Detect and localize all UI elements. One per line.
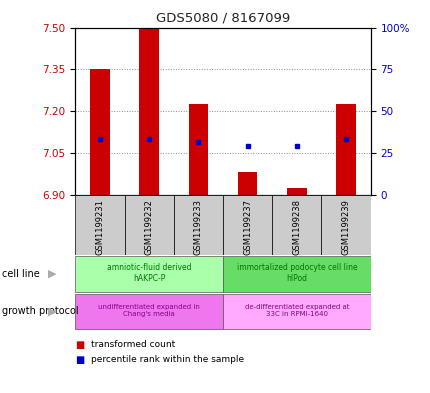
Title: GDS5080 / 8167099: GDS5080 / 8167099 [156, 12, 289, 25]
Text: GSM1199237: GSM1199237 [243, 199, 252, 255]
Text: ▶: ▶ [47, 269, 56, 279]
Text: GSM1199238: GSM1199238 [292, 199, 301, 255]
Bar [139, 28, 159, 195]
Bar [75, 256, 223, 292]
Bar [124, 195, 173, 255]
Text: ■: ■ [75, 354, 84, 365]
Text: GSM1199231: GSM1199231 [95, 199, 104, 255]
Text: GSM1199232: GSM1199232 [144, 199, 154, 255]
Text: immortalized podocyte cell line
hIPod: immortalized podocyte cell line hIPod [236, 263, 356, 283]
Bar [90, 69, 110, 195]
Text: amniotic-fluid derived
hAKPC-P: amniotic-fluid derived hAKPC-P [107, 263, 191, 283]
Bar [321, 195, 370, 255]
Text: GSM1199233: GSM1199233 [194, 199, 203, 255]
Text: de-differentiated expanded at
33C in RPMI-1640: de-differentiated expanded at 33C in RPM… [244, 304, 348, 318]
Bar [188, 104, 208, 195]
Bar [173, 195, 223, 255]
Text: undifferentiated expanded in
Chang's media: undifferentiated expanded in Chang's med… [98, 304, 200, 318]
Text: ■: ■ [75, 340, 84, 350]
Text: GSM1199239: GSM1199239 [341, 199, 350, 255]
Bar [75, 294, 223, 329]
Bar [75, 195, 124, 255]
Text: growth protocol: growth protocol [2, 307, 79, 316]
Bar [286, 187, 306, 195]
Bar [223, 256, 370, 292]
Bar [223, 294, 370, 329]
Text: cell line: cell line [2, 269, 40, 279]
Text: percentile rank within the sample: percentile rank within the sample [90, 355, 243, 364]
Bar [223, 195, 272, 255]
Bar [335, 104, 355, 195]
Text: transformed count: transformed count [90, 340, 174, 349]
Bar [237, 172, 257, 195]
Text: ▶: ▶ [47, 307, 56, 316]
Bar [272, 195, 321, 255]
